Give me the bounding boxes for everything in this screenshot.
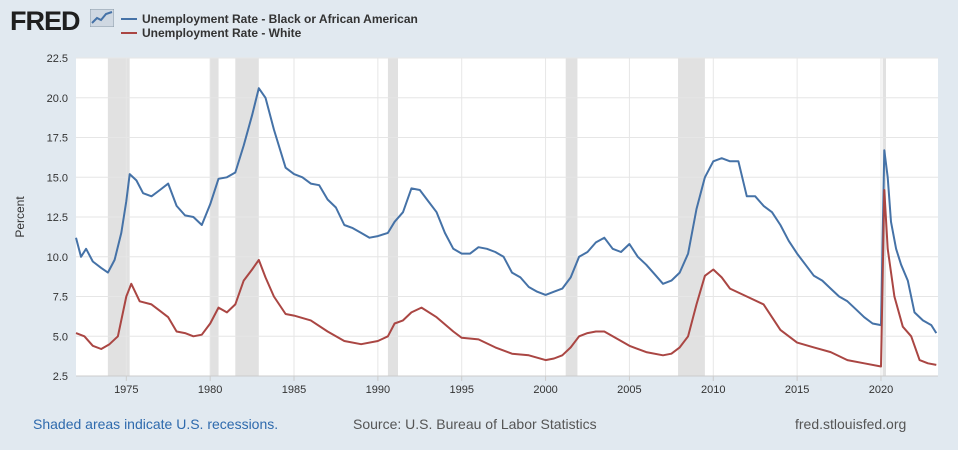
y-tick-label: 17.5 (47, 133, 68, 145)
fred-logo[interactable]: FRED (10, 6, 80, 36)
chart-header: FRED Unemployment Rate - Black or Africa… (0, 0, 958, 56)
grid-lines (76, 57, 938, 377)
series-line-black[interactable] (75, 87, 938, 334)
chart-line-icon (90, 9, 114, 27)
x-tick-label: 2000 (533, 384, 557, 396)
x-tick-label: 1995 (449, 384, 473, 396)
x-tick-label: 2015 (785, 384, 809, 396)
x-tick-label: 2010 (701, 384, 725, 396)
recession-note-link[interactable]: Shaded areas indicate U.S. recessions. (33, 416, 279, 432)
y-tick-label: 10.0 (47, 252, 68, 264)
legend-label-black: Unemployment Rate - Black or African Ame… (142, 12, 418, 26)
legend-item-black: Unemployment Rate - Black or African Ame… (121, 12, 418, 26)
x-tick-label: 1990 (366, 384, 390, 396)
site-link[interactable]: fred.stlouisfed.org (795, 416, 907, 432)
y-tick-label: 22.5 (47, 53, 68, 65)
legend-label-white: Unemployment Rate - White (142, 26, 302, 40)
source-note: Source: U.S. Bureau of Labor Statistics (353, 416, 597, 432)
x-tick-label: 2020 (869, 384, 893, 396)
x-axis: 1975 1980 1985 1990 1995 2000 2005 2010 2015 2020 (76, 375, 938, 396)
series-line-white[interactable] (75, 189, 937, 368)
chart-footer: Shaded areas indicate U.S. recessions. S… (0, 414, 958, 438)
series-lines (75, 87, 938, 368)
legend-swatch-black (121, 18, 137, 20)
y-tick-label: 5.0 (53, 331, 68, 343)
y-axis-label: Percent (13, 196, 27, 238)
legend: Unemployment Rate - Black or African Ame… (121, 12, 418, 40)
y-tick-label: 12.5 (47, 212, 68, 224)
x-tick-label: 2005 (617, 384, 641, 396)
line-chart[interactable]: 2.55.07.510.012.515.017.520.022.5 1975 19… (0, 0, 958, 410)
x-tick-label: 1985 (282, 384, 306, 396)
x-tick-label: 1975 (114, 384, 138, 396)
y-tick-label: 2.5 (53, 371, 68, 383)
y-tick-label: 20.0 (47, 93, 68, 105)
y-axis: 2.5 5.0 7.5 10.0 12.5 15.0 17.5 20.0 22.5 (47, 53, 68, 383)
legend-swatch-white (121, 32, 137, 34)
y-tick-label: 7.5 (53, 292, 68, 304)
y-tick-label: 15.0 (47, 172, 68, 184)
legend-item-white: Unemployment Rate - White (121, 26, 418, 40)
x-tick-label: 1980 (198, 384, 222, 396)
